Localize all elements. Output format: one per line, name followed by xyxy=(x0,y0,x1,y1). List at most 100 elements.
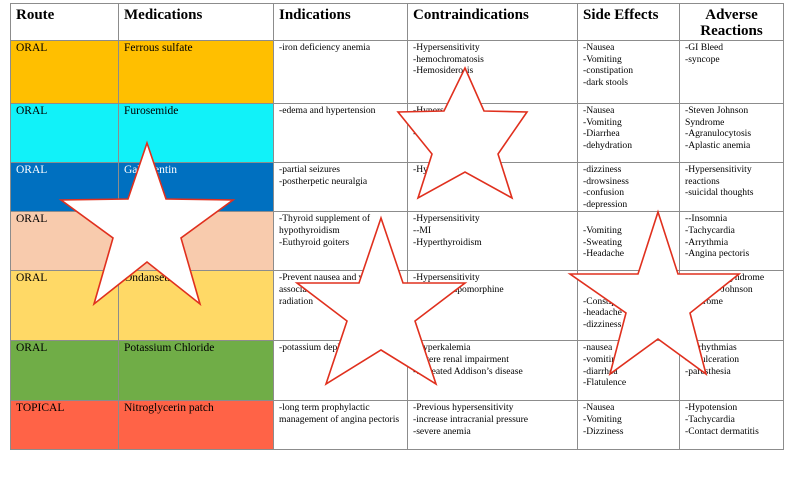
cell-line: -Euthyroid goiters xyxy=(279,236,350,248)
cell-line: -Constipation xyxy=(583,295,636,307)
side-effects-cell: -Nausea -Vomiting -constipation -dark stool… xyxy=(577,40,680,104)
contraindications-cell: -Hyperkalemia -severe renal impairment -un… xyxy=(407,340,578,402)
cell-line: -nausea xyxy=(583,342,613,354)
cell-line: -Hyperkalemia xyxy=(413,342,471,354)
cell-line: -Hypersensitivity xyxy=(413,42,480,53)
cell-line: --Insomnia xyxy=(685,213,728,225)
cell-line: -Vomiting xyxy=(583,413,622,425)
side-effects-cell: -Vomiting -Sweating -Headache xyxy=(577,211,680,272)
indications-cell: -potassium depletion xyxy=(273,340,408,402)
cell-line: -headache xyxy=(583,307,622,319)
adverse-reactions-cell: -serotonin syndrome -Stevens-Johnson syndr… xyxy=(679,270,784,342)
cell-line: -GI Bleed xyxy=(685,42,724,53)
cell-line: -partial seizures xyxy=(279,164,340,175)
indications-cell: -iron deficiency anemia xyxy=(273,40,408,104)
table-row: ORAL Levothyroxine -Thyroid supplement of … xyxy=(10,211,784,272)
route-cell: ORAL xyxy=(10,103,119,163)
cell-line: -hypokalemia xyxy=(413,128,466,140)
medication-cell: Nitroglycerin patch xyxy=(118,400,274,451)
cell-line: -Hypersensitivity xyxy=(413,272,480,284)
cell-line: -constipation xyxy=(583,65,634,77)
medication-table: Route Medications Indications Contraindi… xyxy=(10,3,784,451)
contraindications-cell: -Hypersensitivity -hemochromatosis -Hemosi… xyxy=(407,40,578,104)
cell-line xyxy=(413,117,572,129)
adverse-reactions-cell: -Hypotension -Tachycardia -Contact dermati… xyxy=(679,400,784,451)
contraindications-cell: -Previous hypersensitivity -increase intr… xyxy=(407,400,578,451)
cell-line: -suicidal thoughts xyxy=(685,187,754,199)
indications-cell: -partial seizures -postherpetic neuralgia xyxy=(273,161,408,213)
contraindications-cell: -Hypersensitivity xyxy=(407,161,578,213)
adverse-reactions-cell: --Insomnia -Tachycardia -Arrythmia -Angina … xyxy=(679,211,784,272)
cell-line: -Arrhythmias xyxy=(685,342,737,354)
cell-line: -Agranulocytosis xyxy=(685,128,752,140)
cell-line: -serotonin syndrome xyxy=(685,272,765,284)
cell-line: -Hypersensitivity xyxy=(413,213,480,225)
indications-cell: -long term prophylactic management of an… xyxy=(273,400,408,451)
cell-line: -severe anemia xyxy=(413,425,471,437)
cell-line: -GI ulceration xyxy=(685,353,740,365)
cell-line: -syncope xyxy=(685,53,720,65)
cell-line: -postherpetic neuralgia xyxy=(279,175,368,187)
cell-line: syndrome xyxy=(685,295,723,307)
cell-line: -Steven Johnson Syndrome xyxy=(685,105,749,128)
cell-line: -Headache xyxy=(583,248,625,260)
cell-line: -diarrhea xyxy=(583,365,618,377)
medication-cell: Levothyroxine xyxy=(118,211,274,272)
cell-line: -Hypersensitivity xyxy=(413,164,480,175)
cell-line: -dark stools xyxy=(583,76,629,88)
cell-line: --MI xyxy=(413,224,432,236)
side-effects-cell: -Nausea -Vomiting -Dizziness xyxy=(577,400,680,451)
medication-cell: Potassium Chloride xyxy=(118,340,274,402)
contraindications-cell: -Hypersensitivity -Use with apomorphine xyxy=(407,270,578,342)
cell-line: -dizziness xyxy=(583,318,622,330)
cell-line: -depression xyxy=(583,198,628,210)
route-cell: ORAL xyxy=(10,40,119,104)
route-cell: ORAL xyxy=(10,270,119,342)
contraindications-cell: -Hypersensitivity --MI -Hyperthyroidism xyxy=(407,211,578,272)
side-effects-cell: -dizziness -drowsiness -confusion -depressi… xyxy=(577,161,680,213)
header-route: Route xyxy=(10,3,119,41)
header-row: Route Medications Indications Contraindi… xyxy=(10,3,784,41)
cell-line xyxy=(583,213,674,225)
cell-line: -Hypersensitivity xyxy=(413,105,480,116)
cell-line: -dizziness xyxy=(583,164,622,175)
cell-line: -Vomiting xyxy=(583,116,622,128)
medication-cell: Furosemide xyxy=(118,103,274,163)
route-cell: TOPICAL xyxy=(10,400,119,451)
side-effects-cell: -Constipation -headache -dizziness xyxy=(577,270,680,342)
indications-cell: -Thyroid supplement of hypothyroidism -Eu… xyxy=(273,211,408,272)
cell-line: -Hypotension xyxy=(685,402,738,414)
cell-line: -Nausea xyxy=(583,42,615,53)
route-cell: ORAL xyxy=(10,161,119,213)
cell-line: -edema and hypertension xyxy=(279,105,376,116)
cell-line: -Hemosiderosis xyxy=(413,65,474,77)
header-indications: Indications xyxy=(273,3,408,41)
cell-line: -vomiting xyxy=(583,353,621,365)
cell-line: -Tachycardia xyxy=(685,224,735,236)
cell-line: -Contact dermatitis xyxy=(685,425,759,437)
cell-line: -Nausea xyxy=(583,105,615,116)
cell-line: -Aplastic anemia xyxy=(685,139,751,151)
cell-line: -severe renal impairment xyxy=(413,353,509,365)
table-row: ORAL Ondansetron -Prevent nausea and vomit… xyxy=(10,270,784,342)
table-row: ORAL Gabapentin -partial seizures -postherp… xyxy=(10,161,784,213)
header-contraindications: Contraindications xyxy=(407,3,578,41)
cell-line: -drowsiness xyxy=(583,175,629,187)
table-body: ORAL Ferrous sulfate -iron deficiency anem… xyxy=(10,40,784,451)
cell-line: -Hypersensitivity reactions xyxy=(685,164,752,187)
indications-cell: -edema and hypertension xyxy=(273,103,408,163)
cell-line: -Stevens-Johnson xyxy=(685,283,753,295)
adverse-reactions-cell: -Steven Johnson Syndrome -Agranulocytosis… xyxy=(679,103,784,163)
indications-cell: -Prevent nausea and vomiting associated … xyxy=(273,270,408,342)
cell-line: -Previous hypersensitivity xyxy=(413,402,514,414)
cell-line: -paresthesia xyxy=(685,365,731,377)
cell-line: -Nausea xyxy=(583,402,615,414)
cell-line: -Arrythmia xyxy=(685,236,729,248)
cell-line: -Dizziness xyxy=(583,425,624,437)
cell-line: -long term prophylactic management of an… xyxy=(279,402,400,425)
contraindications-cell: -Hypersensitivity -hypokalemia xyxy=(407,103,578,163)
cell-line: -Thyroid supplement of hypothyroidism xyxy=(279,213,371,236)
cell-line: -Use with apomorphine xyxy=(413,283,504,295)
adverse-reactions-cell: -Hypersensitivity reactions -suicidal tho… xyxy=(679,161,784,213)
table-row: TOPICAL Nitroglycerin patch -long term pro… xyxy=(10,400,784,451)
